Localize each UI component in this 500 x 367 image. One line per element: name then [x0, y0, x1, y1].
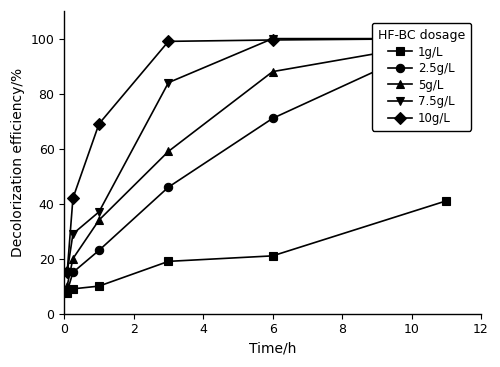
Line: 2.5g/L: 2.5g/L — [63, 34, 450, 296]
2.5g/L — [444, 36, 450, 41]
2.5g/L — [270, 116, 276, 121]
5g/L — [96, 218, 102, 222]
2.5g/L — [64, 290, 70, 294]
Line: 5g/L: 5g/L — [63, 37, 450, 290]
Line: 10g/L: 10g/L — [63, 34, 450, 276]
10g/L — [96, 121, 102, 126]
5g/L — [70, 257, 76, 261]
5g/L — [166, 149, 172, 153]
5g/L — [64, 284, 70, 288]
Legend: 1g/L, 2.5g/L, 5g/L, 7.5g/L, 10g/L: 1g/L, 2.5g/L, 5g/L, 7.5g/L, 10g/L — [372, 23, 471, 131]
1g/L — [270, 254, 276, 258]
Line: 1g/L: 1g/L — [63, 197, 450, 297]
X-axis label: Time/h: Time/h — [249, 342, 296, 356]
1g/L — [70, 287, 76, 291]
10g/L — [64, 270, 70, 275]
5g/L — [270, 69, 276, 74]
7.5g/L — [166, 80, 172, 85]
10g/L — [270, 38, 276, 42]
1g/L — [96, 284, 102, 288]
7.5g/L — [96, 210, 102, 214]
5g/L — [444, 39, 450, 44]
2.5g/L — [166, 185, 172, 189]
2.5g/L — [70, 270, 76, 275]
7.5g/L — [444, 36, 450, 41]
2.5g/L — [96, 248, 102, 252]
1g/L — [166, 259, 172, 264]
10g/L — [70, 196, 76, 200]
Line: 7.5g/L: 7.5g/L — [63, 34, 450, 276]
Y-axis label: Decolorization efficiency/%: Decolorization efficiency/% — [11, 68, 25, 257]
1g/L — [444, 199, 450, 203]
10g/L — [444, 36, 450, 41]
10g/L — [166, 39, 172, 44]
1g/L — [64, 291, 70, 295]
7.5g/L — [70, 232, 76, 236]
7.5g/L — [270, 36, 276, 41]
7.5g/L — [64, 270, 70, 275]
